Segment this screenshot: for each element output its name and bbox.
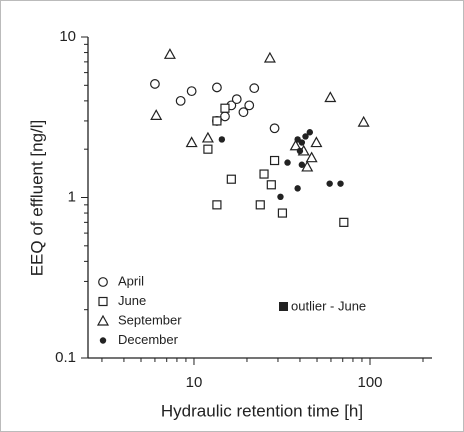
point [186, 86, 197, 97]
x-tick-label: 100 [357, 374, 382, 391]
point [339, 217, 349, 227]
point [259, 169, 269, 179]
legend-label: December [118, 332, 179, 347]
point [269, 123, 280, 134]
annotation-marker [279, 302, 288, 311]
point [150, 79, 160, 89]
legend-marker [98, 277, 108, 287]
y-tick-label: 10 [59, 28, 76, 45]
point [212, 116, 222, 126]
point [263, 51, 276, 63]
annotation: outlier - June [291, 298, 366, 313]
y-tick-label: 1 [68, 188, 76, 205]
point [306, 129, 314, 136]
point [212, 200, 222, 210]
point [337, 180, 344, 187]
point [150, 109, 163, 120]
point [284, 159, 291, 166]
point [298, 161, 306, 168]
point [301, 160, 314, 172]
point [266, 180, 276, 190]
point [203, 144, 213, 154]
point [218, 136, 226, 143]
point [357, 115, 370, 127]
point [238, 107, 249, 118]
point [226, 174, 236, 184]
point [231, 94, 242, 105]
point [163, 48, 176, 59]
legend-marker [96, 314, 110, 326]
point [220, 111, 230, 122]
point [310, 136, 323, 148]
point [201, 131, 214, 143]
legend-marker [98, 296, 108, 307]
point [289, 139, 302, 151]
point [294, 185, 301, 192]
x-axis-title: Hydraulic retention time [h] [161, 401, 363, 420]
legend-marker [99, 337, 107, 344]
point [244, 100, 255, 111]
point [296, 147, 304, 155]
point [175, 95, 186, 106]
point [302, 133, 309, 140]
legend-label: September [118, 312, 182, 327]
point [220, 103, 230, 113]
point [324, 91, 337, 103]
point [298, 139, 306, 146]
y-axis-title: EEQ of effluent [ng/l] [27, 120, 46, 277]
point [185, 136, 198, 148]
point [269, 155, 280, 166]
point [212, 82, 222, 93]
legend-label: June [118, 293, 146, 308]
x-tick-label: 10 [186, 374, 203, 391]
point [305, 151, 318, 163]
point [326, 180, 333, 187]
legend-label: April [118, 273, 144, 288]
point [277, 208, 288, 218]
point [255, 200, 265, 210]
point [249, 83, 260, 94]
y-tick-label: 0.1 [55, 349, 76, 366]
point [277, 193, 284, 201]
